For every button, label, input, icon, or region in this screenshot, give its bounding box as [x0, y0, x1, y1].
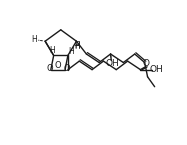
Text: O: O	[46, 64, 53, 74]
Text: OH: OH	[149, 65, 163, 74]
Text: H: H	[68, 47, 74, 56]
Text: H: H	[31, 35, 37, 44]
Text: O: O	[143, 59, 150, 68]
Text: O: O	[63, 64, 70, 74]
Text: H: H	[49, 46, 55, 55]
Text: O: O	[55, 61, 61, 70]
Text: H̅: H̅	[74, 41, 80, 50]
Text: H: H	[74, 42, 80, 51]
Text: OH: OH	[105, 59, 119, 68]
